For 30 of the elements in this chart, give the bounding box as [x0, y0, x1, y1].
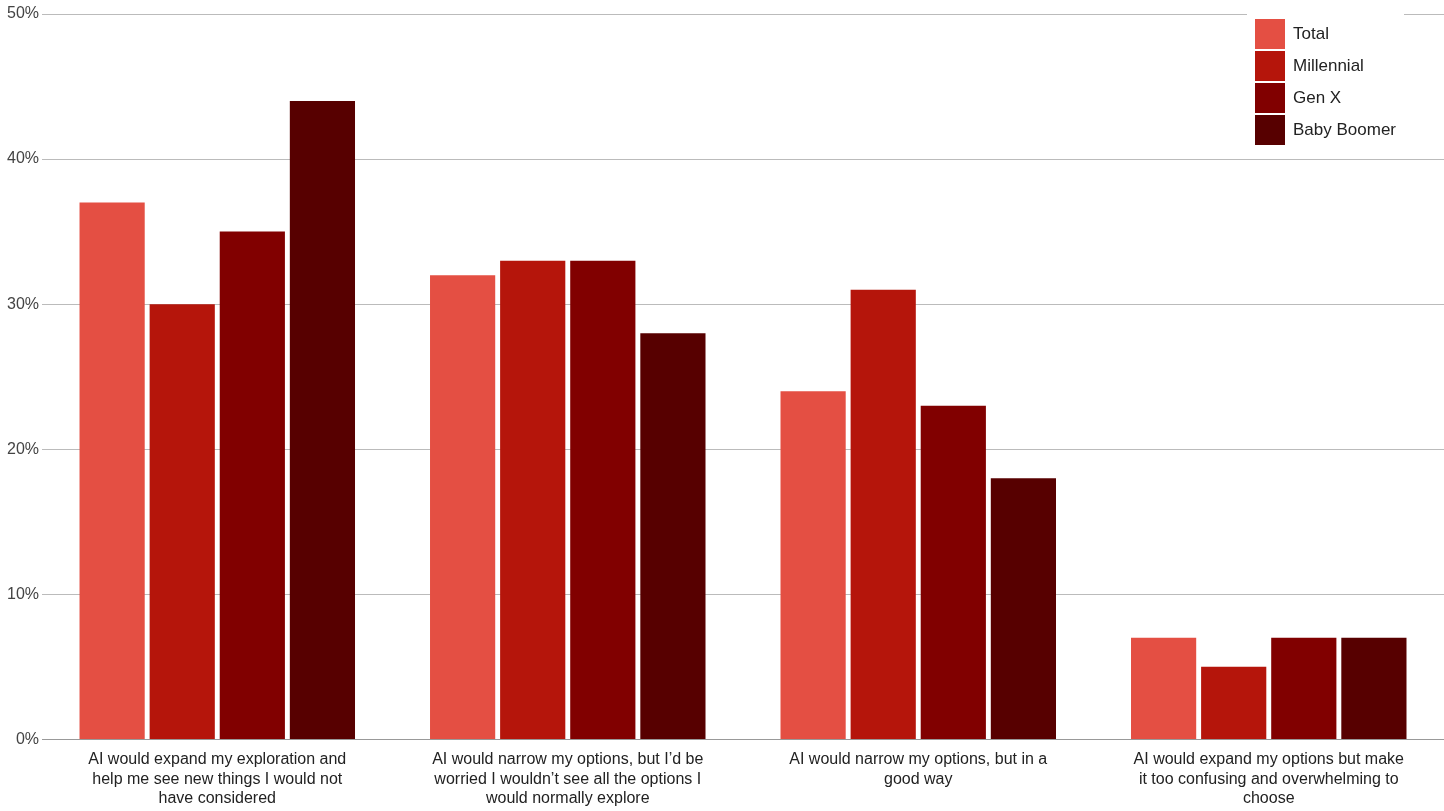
- legend-label: Millennial: [1293, 56, 1364, 76]
- bar: [219, 231, 285, 739]
- bar: [500, 260, 566, 739]
- x-tick-label: AI would expand my options but make it too confusing and overwhelming to choose: [1133, 750, 1405, 806]
- y-tick-label: 0%: [15, 729, 40, 747]
- bar: [640, 333, 706, 739]
- x-tick-label: AI would expand my exploration and help me see new things I would not have considered: [88, 750, 347, 806]
- bar: [780, 391, 846, 739]
- bar: [79, 202, 145, 739]
- y-tick-label: 20%: [6, 439, 40, 457]
- bar: [149, 304, 215, 739]
- bar: [920, 405, 986, 739]
- bar: [289, 101, 356, 739]
- legend-label: Total: [1293, 24, 1329, 44]
- y-tick-label: 10%: [6, 584, 40, 602]
- x-tick-label: AI would narrow my options, but in a good way: [789, 750, 1048, 787]
- x-tick-label: AI would narrow my options, but I’d be worried I wouldn’t see all the options I would normally explore: [432, 750, 704, 806]
- y-tick-label: 50%: [6, 4, 40, 22]
- legend-label: Baby Boomer: [1293, 120, 1396, 140]
- bar: [850, 289, 916, 739]
- y-tick-label: 30%: [6, 294, 40, 312]
- bar: [430, 275, 496, 739]
- bar: [1131, 637, 1197, 739]
- bar: [990, 478, 1056, 739]
- bar: [1201, 666, 1267, 739]
- y-tick-label: 40%: [6, 149, 40, 167]
- bar: [1271, 637, 1337, 739]
- bar: [570, 260, 636, 739]
- bar: [1341, 637, 1407, 739]
- legend-label: Gen X: [1293, 88, 1342, 108]
